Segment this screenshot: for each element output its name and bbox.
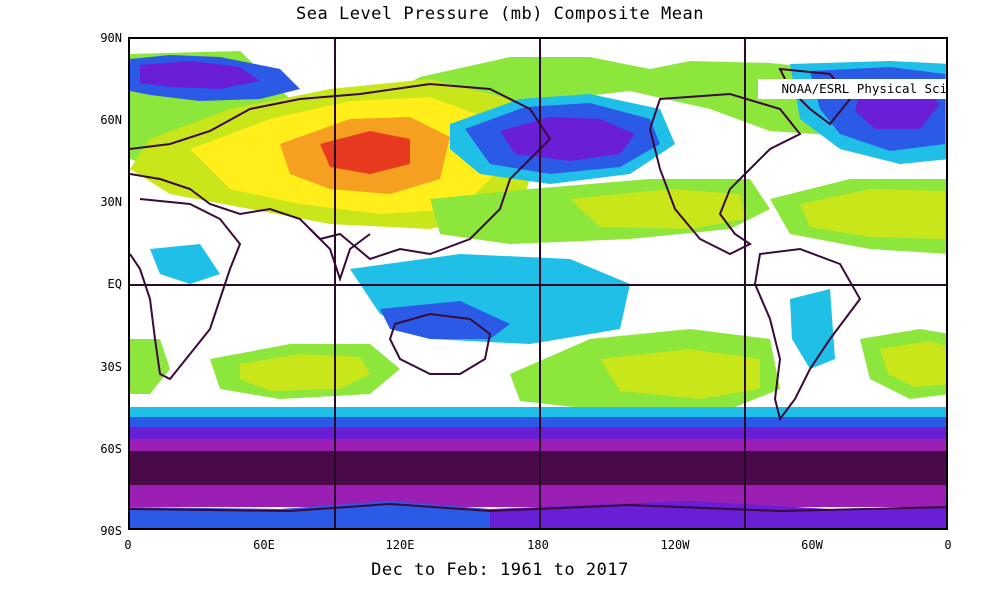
lat-tick-90s: 90S — [100, 524, 122, 538]
south-atlantic-high-yellow — [880, 341, 946, 387]
coastlines — [130, 67, 946, 513]
lat-tick-60n: 60N — [100, 113, 122, 127]
lat-tick-90n: 90N — [100, 31, 122, 45]
aleutian-low-purple — [500, 117, 635, 161]
coast-south-america — [753, 247, 862, 422]
lat-tick-30n: 30N — [100, 195, 122, 209]
coast-australia — [388, 312, 492, 375]
circumpolar-trough — [130, 451, 946, 485]
lon-tick-60w: 60W — [801, 538, 823, 552]
arctic-low-left-core — [140, 61, 260, 89]
data-credit: NOAA/ESRL Physical Sciences Division — [758, 79, 946, 99]
lon-tick-120w: 120W — [660, 538, 690, 552]
west-africa-green — [130, 339, 170, 394]
coast-europe-asia — [130, 82, 552, 261]
graticule — [130, 39, 946, 528]
coast-africa — [130, 198, 242, 381]
antarctic-blue — [130, 501, 507, 528]
pressure-map[interactable]: NOAA/ESRL Physical Sciences Division — [128, 37, 948, 530]
lat-tick-30s: 30S — [100, 360, 122, 374]
coast-north-america — [648, 92, 802, 256]
south-pacific-high-yellow — [600, 349, 760, 399]
tropical-low-maritime-blue — [380, 301, 510, 339]
southern-blue-band — [130, 417, 946, 427]
lon-tick-120e: 120E — [385, 538, 415, 552]
lat-tick-60s: 60S — [100, 442, 122, 456]
antarctic-purple-right — [490, 501, 946, 528]
siberian-high-red — [320, 131, 410, 174]
coast-antarctica — [130, 502, 946, 513]
tropical-low-indian — [150, 244, 220, 284]
lon-tick-0-left: 0 — [124, 538, 132, 552]
map-title: Sea Level Pressure (mb) Composite Mean — [296, 4, 704, 24]
season-period-caption: Dec to Feb: 1961 to 2017 — [371, 560, 629, 580]
lat-tick-eq: EQ — [107, 277, 122, 291]
azores-high-yellow — [800, 189, 945, 239]
pacific-high-north-yellow — [570, 189, 745, 229]
lon-tick-60e: 60E — [253, 538, 275, 552]
coast-india — [309, 228, 371, 283]
lon-tick-180: 180 — [527, 538, 549, 552]
south-indian-high-yellow — [240, 354, 370, 391]
pressure-field-svg — [130, 39, 946, 528]
lon-tick-0-right: 0 — [944, 538, 952, 552]
southern-cyan-band — [130, 407, 946, 417]
